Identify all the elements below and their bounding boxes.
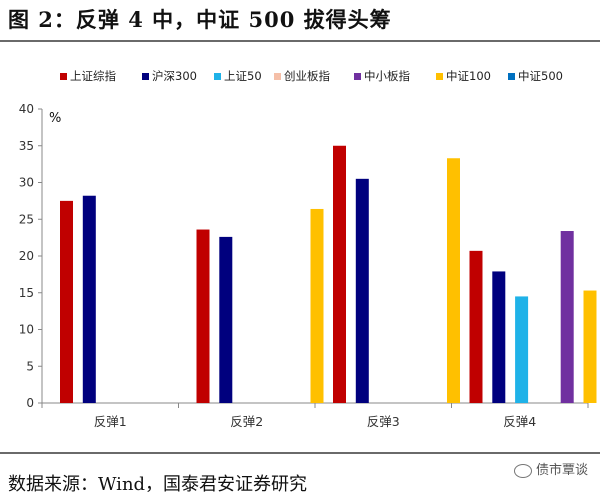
- figure-title: 图 2：反弹 4 中，中证 500 拔得头筹: [8, 7, 392, 32]
- legend-label-7: 中证500: [518, 69, 563, 83]
- x-tick-label-3: 反弹3: [367, 414, 400, 429]
- y-unit-label: %: [49, 111, 61, 126]
- bar-2-2: [219, 236, 233, 403]
- legend-label-5: 中小板指: [364, 69, 410, 83]
- legend-label-4: 创业板指: [284, 69, 330, 83]
- bar-5-4: [560, 231, 574, 403]
- bar-2-4: [492, 271, 506, 403]
- bar-1-2: [196, 229, 210, 403]
- bar-6-3: [447, 158, 460, 403]
- legend-swatch-7: [508, 73, 515, 80]
- data-source: 数据来源：Wind，国泰君安证券研究: [8, 474, 308, 495]
- y-tick-label-35: 35: [19, 139, 34, 153]
- bar-1-1: [60, 200, 73, 403]
- y-tick-label-20: 20: [19, 249, 34, 263]
- y-tick-label-40: 40: [19, 102, 34, 116]
- bar-6-4: [583, 290, 597, 403]
- y-tick-label-10: 10: [19, 323, 34, 337]
- y-tick-label-0: 0: [26, 396, 34, 410]
- y-tick-label-15: 15: [19, 286, 34, 300]
- bar-1-3: [333, 145, 346, 403]
- y-tick-label-30: 30: [19, 176, 34, 190]
- legend-swatch-3: [214, 73, 221, 80]
- watermark: 债市覃谈: [513, 459, 588, 478]
- watermark-text: 债市覃谈: [535, 463, 588, 478]
- title-divider: [0, 40, 600, 42]
- legend-swatch-5: [354, 73, 361, 80]
- source-divider: [0, 452, 600, 454]
- legend-swatch-2: [142, 73, 149, 80]
- bar-6-2: [310, 208, 324, 403]
- legend-swatch-6: [436, 73, 443, 80]
- bar-1-4: [469, 250, 483, 403]
- x-tick-label-2: 反弹2: [230, 414, 263, 429]
- legend-swatch-4: [274, 73, 281, 80]
- chart-container: 上证综指 沪深300 上证50 创业板指 中小板指 中证100 中证500% 0 5 10 15 20…: [0, 42, 600, 452]
- wechat-icon: [513, 463, 532, 478]
- bar-2-3: [355, 178, 369, 403]
- x-tick-label-4: 反弹4: [503, 414, 536, 429]
- y-tick-label-5: 5: [26, 359, 34, 373]
- legend-label-3: 上证50: [224, 69, 262, 83]
- bar-chart: 上证综指 沪深300 上证50 创业板指 中小板指 中证100 中证500% 0 5 10 15 20…: [19, 69, 597, 429]
- bar-2-1: [82, 195, 96, 403]
- legend-label-1: 上证综指: [70, 69, 116, 83]
- legend-swatch-1: [60, 73, 67, 80]
- x-tick-label-1: 反弹1: [94, 414, 127, 429]
- legend-label-2: 沪深300: [152, 69, 197, 83]
- bar-3-4: [515, 296, 529, 403]
- y-tick-label-25: 25: [19, 212, 34, 226]
- legend-label-6: 中证100: [446, 69, 491, 83]
